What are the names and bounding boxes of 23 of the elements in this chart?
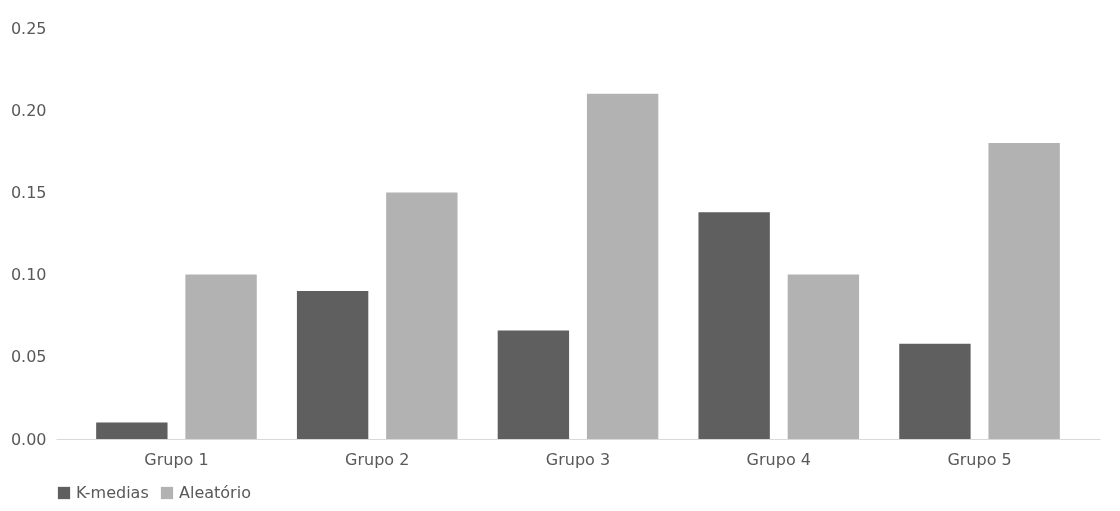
bar <box>497 330 570 439</box>
bar <box>787 274 860 439</box>
x-tick-label: Grupo 5 <box>947 449 1012 469</box>
bar <box>586 93 659 439</box>
bar <box>988 143 1060 439</box>
legend-label: K-medias <box>76 483 149 502</box>
bar <box>698 212 770 439</box>
x-tick-label: Grupo 4 <box>746 449 811 469</box>
y-tick-label: 0.15 <box>10 182 47 202</box>
x-tick-label: Grupo 1 <box>144 449 209 469</box>
bar <box>185 274 257 439</box>
x-tick-label: Grupo 2 <box>345 449 410 469</box>
bar <box>386 192 458 439</box>
bar <box>296 291 369 439</box>
x-tick-label: Grupo 3 <box>545 449 611 469</box>
bar <box>96 422 168 439</box>
y-tick-label: 0.10 <box>10 265 47 285</box>
y-tick-label: 0.05 <box>10 347 47 367</box>
y-tick-label: 0.00 <box>10 429 47 449</box>
y-tick-label: 0.20 <box>10 100 47 120</box>
bar <box>899 343 971 439</box>
legend-label: Aleatório <box>179 483 251 502</box>
y-tick-label: 0.25 <box>10 18 47 38</box>
